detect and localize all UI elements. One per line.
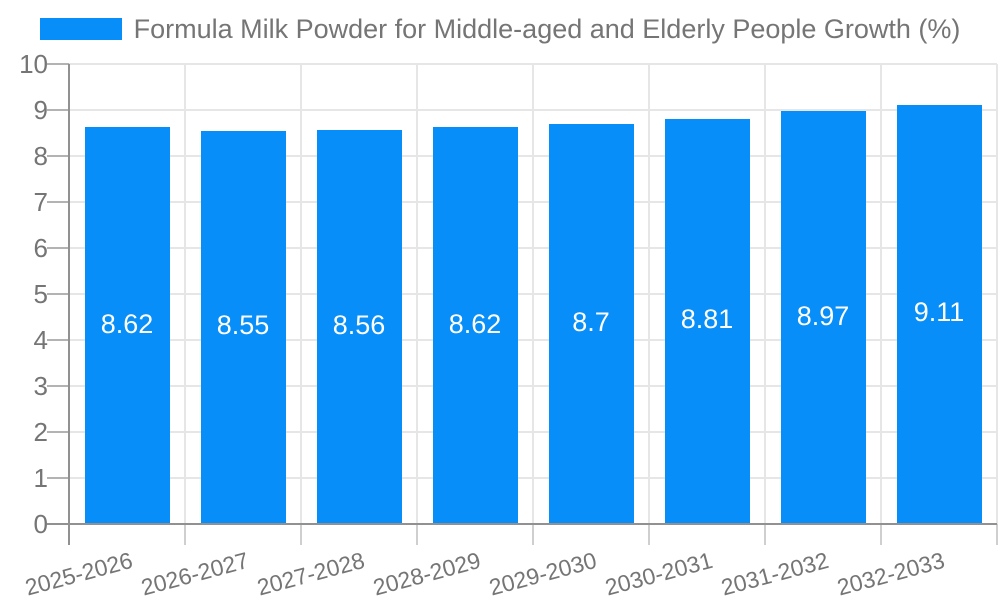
bar-value-label: 8.62 <box>100 308 154 339</box>
bar-2029-2030[interactable]: 8.7 <box>548 123 634 524</box>
x-axis-tick <box>532 524 534 545</box>
x-axis-tick <box>184 524 186 545</box>
y-axis-tick-label: 9 <box>33 95 48 125</box>
bar-2027-2028[interactable]: 8.56 <box>316 130 402 524</box>
bar-2032-2033[interactable]: 9.11 <box>896 104 982 524</box>
bar-2030-2031[interactable]: 8.81 <box>664 118 750 524</box>
y-axis-tick <box>47 155 69 157</box>
bar-value-label: 8.7 <box>572 306 610 337</box>
bar-2031-2032[interactable]: 8.97 <box>780 111 866 524</box>
y-axis-tick-label: 0 <box>33 509 48 539</box>
bar-2025-2026[interactable]: 8.62 <box>84 127 170 524</box>
y-axis-tick-label: 5 <box>33 279 48 309</box>
y-axis-tick-label: 1 <box>33 463 48 493</box>
legend-swatch <box>39 18 122 40</box>
y-axis-tick <box>47 201 69 203</box>
y-axis-tick-label: 10 <box>19 49 48 79</box>
y-axis-tick-label: 7 <box>33 187 48 217</box>
y-axis-tick <box>47 293 69 295</box>
y-axis-tick <box>47 339 69 341</box>
bar-2028-2029[interactable]: 8.62 <box>432 127 518 524</box>
x-gridline <box>300 64 302 524</box>
x-axis-tick <box>996 524 998 545</box>
bar-value-label: 8.56 <box>332 310 386 341</box>
y-axis-tick <box>47 431 69 433</box>
y-axis-tick-label: 3 <box>33 371 48 401</box>
y-axis-tick <box>47 477 69 479</box>
x-axis-tick <box>300 524 302 545</box>
bar-value-label: 8.97 <box>796 300 850 331</box>
y-axis-tick-label: 2 <box>33 417 48 447</box>
y-axis-tick <box>47 385 69 387</box>
y-axis-tick-label: 6 <box>33 233 48 263</box>
y-axis-tick <box>47 247 69 249</box>
bar-value-label: 8.55 <box>216 310 270 341</box>
bar-2026-2027[interactable]: 8.55 <box>200 130 286 524</box>
x-gridline <box>184 64 186 524</box>
y-axis-tick <box>47 63 69 65</box>
x-gridline <box>416 64 418 524</box>
x-gridline <box>764 64 766 524</box>
x-axis-tick <box>648 524 650 545</box>
x-gridline <box>648 64 650 524</box>
bar-value-label: 9.11 <box>913 297 965 328</box>
bar-value-label: 8.81 <box>680 304 734 335</box>
x-axis-tick <box>416 524 418 545</box>
y-axis-tick-label: 8 <box>33 141 48 171</box>
x-gridline <box>532 64 534 524</box>
bar-value-label: 8.62 <box>448 308 502 339</box>
x-axis-tick <box>764 524 766 545</box>
x-gridline <box>880 64 882 524</box>
x-axis-tick <box>880 524 882 545</box>
legend-label: Formula Milk Powder for Middle-aged and … <box>133 13 961 44</box>
y-axis-tick-label: 4 <box>33 325 48 355</box>
x-axis-line <box>47 523 997 525</box>
y-axis-line <box>68 64 70 545</box>
y-axis-tick <box>47 109 69 111</box>
x-gridline <box>996 64 998 524</box>
legend[interactable]: Formula Milk Powder for Middle-aged and … <box>0 11 1000 47</box>
